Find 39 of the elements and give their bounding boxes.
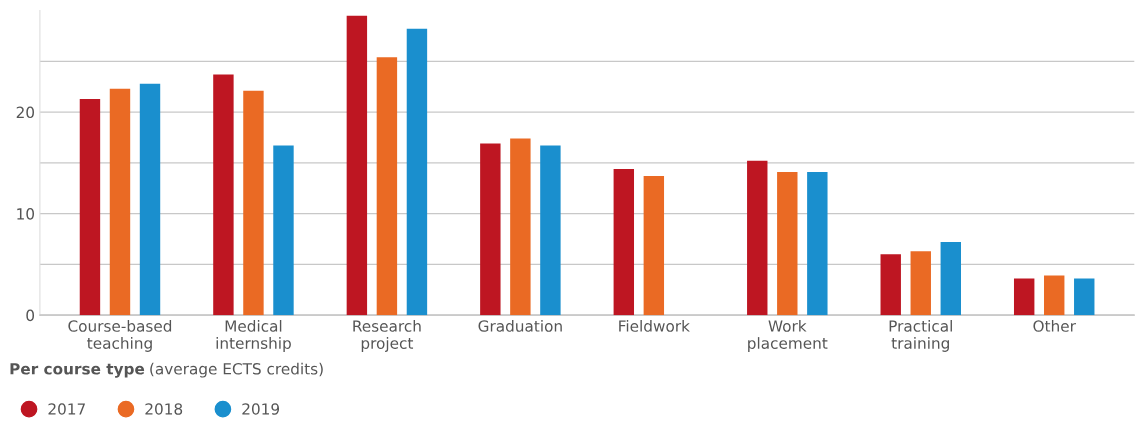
x-tick-label: Practical training	[889, 320, 952, 352]
bar	[213, 74, 234, 316]
y-tick-label: 0	[26, 309, 35, 322]
legend-label: 2017	[48, 403, 85, 415]
bar	[880, 254, 901, 316]
bar	[1074, 278, 1095, 316]
bar	[273, 145, 294, 316]
x-tick-label: Course-based teaching	[68, 320, 172, 352]
x-tick-label: Research project	[353, 320, 421, 352]
bar	[243, 90, 264, 316]
x-tick-label: Medical internship	[216, 320, 291, 352]
bar	[346, 15, 368, 316]
bar	[376, 57, 398, 316]
bar	[510, 138, 531, 316]
bar	[1044, 275, 1065, 316]
bar	[910, 251, 931, 316]
x-tick-label: Work placement	[748, 320, 828, 352]
bar	[643, 176, 665, 316]
text: (average ECTS credits)	[150, 362, 323, 378]
bar	[1013, 278, 1035, 316]
bar	[79, 98, 101, 316]
bar	[480, 143, 501, 316]
x-tick-label: Fieldwork	[619, 320, 690, 332]
x-tick-label: Graduation	[478, 320, 562, 332]
x-tick-label: Other	[1033, 320, 1076, 332]
legend-label: 2018	[145, 403, 183, 415]
bar	[540, 145, 561, 316]
text: Per course type	[10, 363, 145, 378]
y-tick-label: 10	[17, 208, 35, 220]
bar	[940, 242, 961, 316]
legend-label: 2019	[242, 403, 280, 415]
bar	[747, 160, 768, 316]
bar	[109, 88, 131, 316]
y-tick-label: 20	[16, 106, 35, 119]
bar	[777, 171, 798, 316]
bar	[613, 168, 635, 316]
bar	[406, 28, 428, 316]
bar	[139, 83, 161, 316]
bar	[807, 171, 828, 316]
